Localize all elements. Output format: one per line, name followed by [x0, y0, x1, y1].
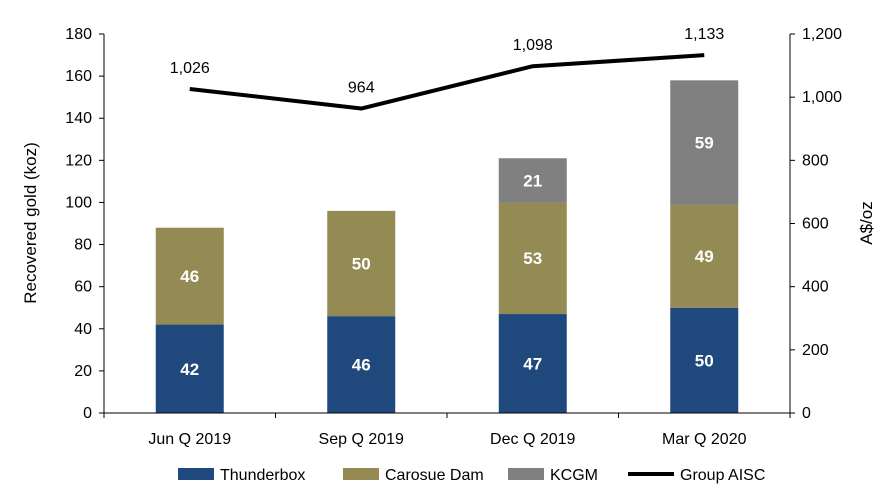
y-tick-label: 40	[74, 321, 92, 338]
legend-swatch	[343, 468, 379, 480]
line-value-label: 1,026	[170, 60, 210, 77]
y2-tick-label: 600	[802, 216, 829, 233]
legend-label: Group AISC	[680, 467, 765, 484]
bar-value-label: 46	[180, 267, 199, 286]
bar-segment	[155, 324, 224, 413]
bar-value-label: 59	[695, 133, 714, 152]
line-value-label: 964	[348, 80, 375, 97]
y-tick-label: 140	[65, 110, 92, 127]
y-tick-label: 120	[65, 152, 92, 169]
y-tick-label: 20	[74, 363, 92, 380]
x-axis-ticks: Jun Q 2019 Sep Q 2019 Dec Q 2019 Mar Q 2020	[103, 413, 791, 448]
bar-value-label: 50	[695, 351, 714, 370]
bar-value-label: 50	[352, 255, 371, 274]
y2-tick-label: 1,000	[802, 89, 842, 106]
y-tick-label: 160	[65, 68, 92, 85]
aisc-line-path	[189, 53, 705, 111]
y2-tick-label: 800	[802, 152, 829, 169]
y2-tick-label: 400	[802, 279, 829, 296]
y-tick-label: 80	[74, 237, 92, 254]
bar-value-label: 42	[180, 360, 199, 379]
x-tick-label: Sep Q 2019	[319, 431, 405, 448]
bar-segment	[670, 80, 739, 205]
aisc-line: 1,026 964 1,098 1,133	[170, 26, 724, 111]
bar-value-label: 21	[523, 171, 542, 190]
bar-value-label: 53	[523, 249, 542, 268]
bar-segment	[670, 307, 739, 413]
line-value-label: 1,133	[684, 26, 724, 43]
bar-segment	[155, 227, 224, 325]
bars: 42 46 46 50 47 53 21 50 49 59	[155, 80, 739, 413]
y2-tick-label: 0	[802, 405, 811, 422]
y2-tick-label: 1,200	[802, 26, 842, 43]
bar-segment	[498, 158, 567, 203]
line-value-label: 1,098	[513, 37, 553, 54]
left-axis-ticks: 0 20 40 60 80 100 120 140 160 180	[65, 26, 104, 422]
legend-swatch	[178, 468, 214, 480]
y-tick-label: 100	[65, 194, 92, 211]
x-tick-label: Jun Q 2019	[148, 431, 231, 448]
bar-value-label: 46	[352, 356, 371, 375]
y-axis-title: Recovered gold (koz)	[21, 142, 40, 304]
bar-value-label: 49	[695, 247, 714, 266]
y-tick-label: 60	[74, 279, 92, 296]
legend-label: Carosue Dam	[385, 467, 484, 484]
bar-value-label: 47	[523, 355, 542, 374]
legend: Thunderbox Carosue Dam KCGM Group AISC	[178, 467, 765, 484]
legend-label: KCGM	[550, 467, 598, 484]
bar-segment	[670, 204, 739, 308]
x-tick-label: Dec Q 2019	[490, 431, 575, 448]
axes	[103, 34, 791, 414]
x-tick-label: Mar Q 2020	[662, 431, 747, 448]
y2-axis-title: A$/oz	[857, 201, 876, 244]
y-tick-label: 180	[65, 26, 92, 43]
y2-tick-label: 200	[802, 342, 829, 359]
bar-segment	[327, 316, 396, 413]
bar-segment	[498, 202, 567, 315]
bar-segment	[498, 314, 567, 413]
right-axis-ticks: 0 200 400 600 800 1,000 1,200	[790, 26, 842, 422]
legend-label: Thunderbox	[220, 467, 305, 484]
bar-segment	[327, 210, 396, 317]
y-tick-label: 0	[83, 405, 92, 422]
legend-swatch	[508, 468, 544, 480]
